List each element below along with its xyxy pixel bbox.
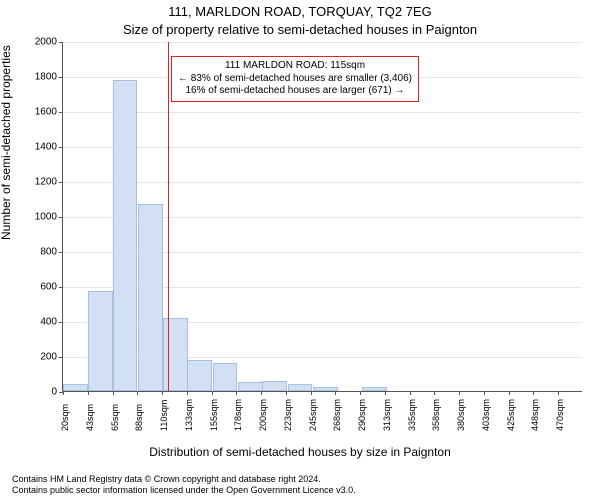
plot-area: 020040060080010001200140016001800200020s…: [62, 42, 582, 392]
x-tick: [212, 391, 213, 395]
histogram-bar: [213, 363, 238, 391]
x-tick-label: 380sqm: [456, 399, 466, 431]
y-tick-label: 0: [51, 387, 57, 398]
chart-container: 111, MARLDON ROAD, TORQUAY, TQ2 7EG Size…: [0, 0, 600, 500]
footer-line: Contains HM Land Registry data © Crown c…: [12, 474, 356, 485]
y-tick: [59, 252, 63, 253]
x-tick: [113, 391, 114, 395]
x-tick: [236, 391, 237, 395]
x-tick: [187, 391, 188, 395]
x-tick-label: 200sqm: [258, 399, 268, 431]
x-tick-label: 425sqm: [506, 399, 516, 431]
x-tick: [63, 391, 64, 395]
y-tick: [59, 147, 63, 148]
x-tick-label: 290sqm: [357, 399, 367, 431]
y-tick-label: 400: [40, 317, 57, 328]
x-tick-label: 403sqm: [481, 399, 491, 431]
y-tick-label: 1800: [35, 72, 57, 83]
y-tick: [59, 42, 63, 43]
y-tick-label: 1200: [35, 177, 57, 188]
histogram-bar: [262, 381, 287, 392]
x-tick-label: 110sqm: [159, 400, 169, 431]
x-tick-label: 335sqm: [407, 399, 417, 431]
y-tick: [59, 77, 63, 78]
histogram-bar: [187, 360, 212, 392]
x-tick-label: 470sqm: [555, 399, 565, 431]
x-tick: [484, 391, 485, 395]
y-tick-label: 1400: [35, 142, 57, 153]
x-tick: [410, 391, 411, 395]
x-tick: [311, 391, 312, 395]
y-tick: [59, 322, 63, 323]
y-tick-label: 1000: [35, 212, 57, 223]
annotation-line: ← 83% of semi-detached houses are smalle…: [178, 73, 412, 86]
y-tick: [59, 357, 63, 358]
x-tick-label: 223sqm: [283, 399, 293, 431]
x-tick: [385, 391, 386, 395]
x-tick-label: 88sqm: [134, 404, 144, 431]
annotation-box: 111 MARLDON ROAD: 115sqm← 83% of semi-de…: [171, 56, 419, 102]
x-tick-label: 43sqm: [85, 404, 95, 431]
annotation-line: 16% of semi-detached houses are larger (…: [178, 85, 412, 98]
x-tick: [509, 391, 510, 395]
x-tick: [286, 391, 287, 395]
x-tick-label: 155sqm: [209, 399, 219, 431]
annotation-line: 111 MARLDON ROAD: 115sqm: [178, 60, 412, 73]
histogram-bar: [362, 387, 387, 391]
y-tick-label: 600: [40, 282, 57, 293]
x-tick: [459, 391, 460, 395]
x-tick: [533, 391, 534, 395]
footer-attribution: Contains HM Land Registry data © Crown c…: [12, 474, 356, 497]
x-tick-label: 245sqm: [308, 399, 318, 431]
reference-line: [168, 42, 169, 391]
x-tick: [162, 391, 163, 395]
histogram-bar: [138, 204, 163, 391]
y-tick-label: 1600: [35, 107, 57, 118]
x-tick-label: 448sqm: [530, 399, 540, 431]
y-axis-label: Number of semi-detached properties: [0, 45, 13, 240]
histogram-bar: [63, 384, 88, 391]
chart-subtitle: Size of property relative to semi-detach…: [0, 22, 600, 37]
x-tick-label: 358sqm: [431, 399, 441, 431]
x-tick-label: 133sqm: [184, 399, 194, 431]
y-tick-label: 800: [40, 247, 57, 258]
gridline: [63, 112, 582, 113]
footer-line: Contains public sector information licen…: [12, 485, 356, 496]
x-tick: [137, 391, 138, 395]
gridline: [63, 42, 582, 43]
x-tick-label: 20sqm: [60, 404, 70, 431]
chart-title: 111, MARLDON ROAD, TORQUAY, TQ2 7EG: [0, 4, 600, 19]
y-tick-label: 2000: [35, 37, 57, 48]
x-axis-label: Distribution of semi-detached houses by …: [0, 445, 600, 459]
x-tick-label: 178sqm: [233, 399, 243, 431]
x-tick: [360, 391, 361, 395]
y-tick: [59, 287, 63, 288]
y-tick: [59, 217, 63, 218]
y-tick: [59, 182, 63, 183]
x-tick: [558, 391, 559, 395]
x-tick-label: 313sqm: [382, 399, 392, 431]
x-tick: [261, 391, 262, 395]
histogram-bar: [238, 382, 263, 391]
x-tick: [434, 391, 435, 395]
x-tick: [335, 391, 336, 395]
x-tick-label: 268sqm: [332, 399, 342, 431]
histogram-bar: [113, 80, 138, 392]
x-tick: [88, 391, 89, 395]
y-tick: [59, 112, 63, 113]
histogram-bar: [313, 387, 338, 391]
histogram-bar: [288, 384, 313, 391]
gridline: [63, 147, 582, 148]
gridline: [63, 182, 582, 183]
x-tick-label: 65sqm: [110, 404, 120, 431]
histogram-bar: [88, 291, 113, 391]
y-tick-label: 200: [40, 352, 57, 363]
